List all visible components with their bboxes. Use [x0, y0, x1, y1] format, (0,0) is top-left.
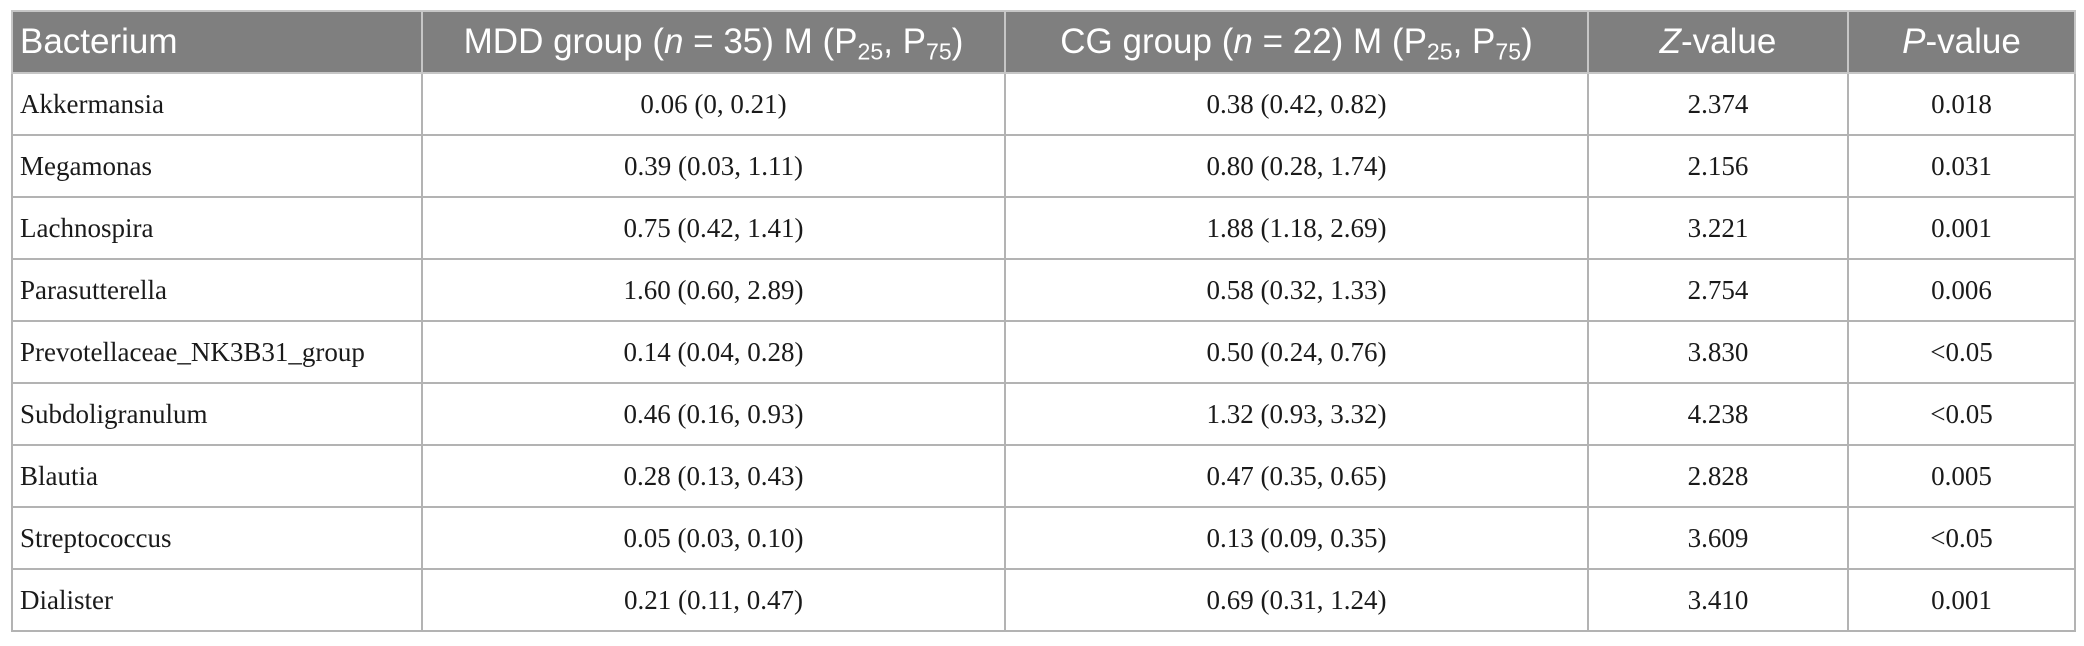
cell-cg: 1.88 (1.18, 2.69)	[1004, 196, 1589, 260]
cell-p-value: <0.05	[1847, 320, 2076, 384]
cell-mdd: 0.46 (0.16, 0.93)	[421, 382, 1006, 446]
table-body: Akkermansia 0.06 (0, 0.21) 0.38 (0.42, 0…	[11, 72, 2076, 632]
cell-mdd: 0.06 (0, 0.21)	[421, 72, 1006, 136]
cell-bacterium: Streptococcus	[11, 506, 423, 570]
header-cg-group: CG group (n = 22) M (P25, P75)	[1004, 10, 1589, 74]
cell-bacterium: Blautia	[11, 444, 423, 508]
cell-z-value: 2.156	[1587, 134, 1849, 198]
cell-p-value: 0.006	[1847, 258, 2076, 322]
cell-bacterium: Subdoligranulum	[11, 382, 423, 446]
cell-bacterium: Prevotellaceae_NK3B31_group	[11, 320, 423, 384]
cell-cg: 0.69 (0.31, 1.24)	[1004, 568, 1589, 632]
table-row: Blautia 0.28 (0.13, 0.43) 0.47 (0.35, 0.…	[11, 444, 2076, 508]
cell-bacterium: Lachnospira	[11, 196, 423, 260]
cell-p-value: 0.005	[1847, 444, 2076, 508]
cell-p-value: <0.05	[1847, 382, 2076, 446]
cell-z-value: 3.410	[1587, 568, 1849, 632]
table-row: Streptococcus 0.05 (0.03, 0.10) 0.13 (0.…	[11, 506, 2076, 570]
cell-bacterium: Megamonas	[11, 134, 423, 198]
cell-z-value: 3.609	[1587, 506, 1849, 570]
table-row: Lachnospira 0.75 (0.42, 1.41) 1.88 (1.18…	[11, 196, 2076, 260]
cell-mdd: 1.60 (0.60, 2.89)	[421, 258, 1006, 322]
header-z-value: Z-value	[1587, 10, 1849, 74]
cell-p-value: 0.001	[1847, 196, 2076, 260]
table-header: Bacterium MDD group (n = 35) M (P25, P75…	[11, 10, 2076, 74]
table-row: Subdoligranulum 0.46 (0.16, 0.93) 1.32 (…	[11, 382, 2076, 446]
cell-z-value: 4.238	[1587, 382, 1849, 446]
cell-mdd: 0.21 (0.11, 0.47)	[421, 568, 1006, 632]
cell-mdd: 0.39 (0.03, 1.11)	[421, 134, 1006, 198]
cell-p-value: 0.031	[1847, 134, 2076, 198]
table-row: Akkermansia 0.06 (0, 0.21) 0.38 (0.42, 0…	[11, 72, 2076, 136]
header-row: Bacterium MDD group (n = 35) M (P25, P75…	[11, 10, 2076, 74]
header-bacterium: Bacterium	[11, 10, 423, 74]
cell-mdd: 0.28 (0.13, 0.43)	[421, 444, 1006, 508]
table-row: Megamonas 0.39 (0.03, 1.11) 0.80 (0.28, …	[11, 134, 2076, 198]
cell-mdd: 0.14 (0.04, 0.28)	[421, 320, 1006, 384]
cell-cg: 0.58 (0.32, 1.33)	[1004, 258, 1589, 322]
cell-z-value: 2.374	[1587, 72, 1849, 136]
cell-p-value: 0.001	[1847, 568, 2076, 632]
cell-cg: 0.13 (0.09, 0.35)	[1004, 506, 1589, 570]
cell-mdd: 0.05 (0.03, 0.10)	[421, 506, 1006, 570]
cell-z-value: 3.221	[1587, 196, 1849, 260]
cell-bacterium: Parasutterella	[11, 258, 423, 322]
cell-bacterium: Akkermansia	[11, 72, 423, 136]
table-row: Parasutterella 1.60 (0.60, 2.89) 0.58 (0…	[11, 258, 2076, 322]
cell-bacterium: Dialister	[11, 568, 423, 632]
table-row: Dialister 0.21 (0.11, 0.47) 0.69 (0.31, …	[11, 568, 2076, 632]
cell-cg: 0.47 (0.35, 0.65)	[1004, 444, 1589, 508]
cell-cg: 0.80 (0.28, 1.74)	[1004, 134, 1589, 198]
cell-z-value: 3.830	[1587, 320, 1849, 384]
header-mdd-group: MDD group (n = 35) M (P25, P75)	[421, 10, 1006, 74]
cell-cg: 0.38 (0.42, 0.82)	[1004, 72, 1589, 136]
cell-mdd: 0.75 (0.42, 1.41)	[421, 196, 1006, 260]
table-row: Prevotellaceae_NK3B31_group 0.14 (0.04, …	[11, 320, 2076, 384]
header-p-value: P-value	[1847, 10, 2076, 74]
cell-cg: 0.50 (0.24, 0.76)	[1004, 320, 1589, 384]
cell-cg: 1.32 (0.93, 3.32)	[1004, 382, 1589, 446]
cell-z-value: 2.754	[1587, 258, 1849, 322]
cell-p-value: 0.018	[1847, 72, 2076, 136]
data-table: Bacterium MDD group (n = 35) M (P25, P75…	[11, 10, 2076, 632]
cell-z-value: 2.828	[1587, 444, 1849, 508]
cell-p-value: <0.05	[1847, 506, 2076, 570]
